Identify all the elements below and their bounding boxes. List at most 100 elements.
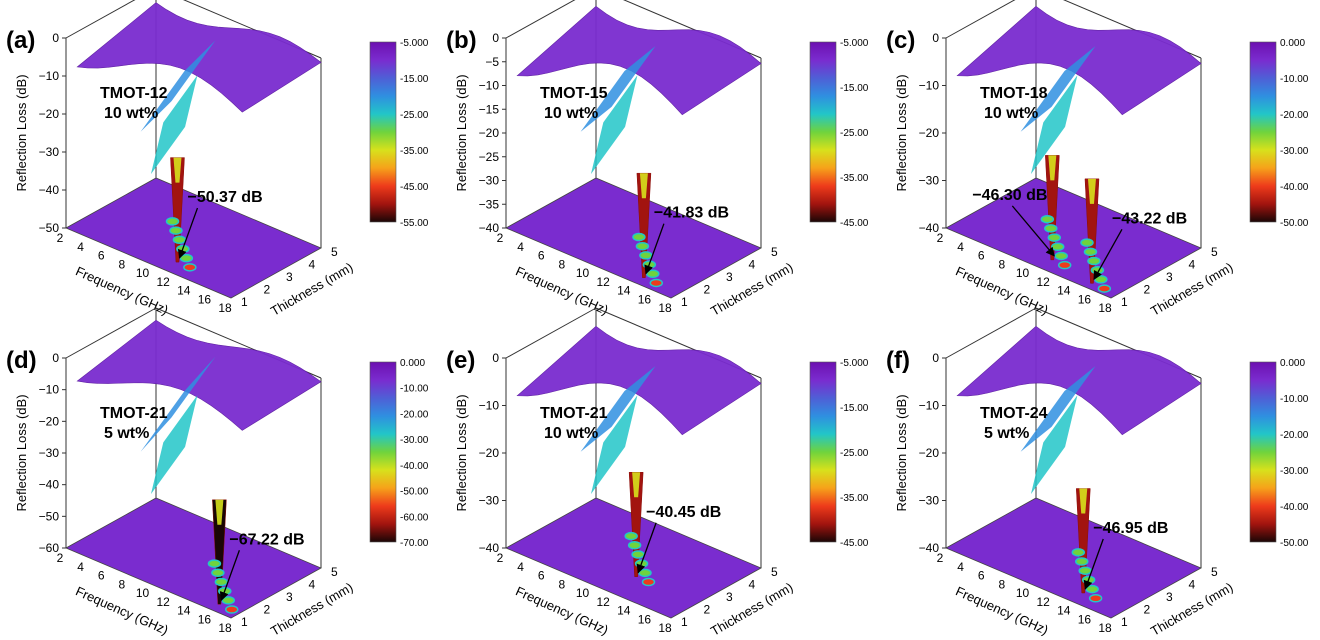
- thickness-tick-label: 4: [1189, 578, 1196, 592]
- thickness-tick-label: 3: [1166, 590, 1173, 604]
- floor-hotspot: [631, 550, 645, 559]
- y-axis-title: Reflection Loss (dB): [894, 394, 909, 511]
- colorbar-tick-label: -35.00: [400, 146, 429, 157]
- floor-hotspot: [638, 568, 652, 578]
- frequency-tick-label: 2: [497, 231, 504, 245]
- floor-hotspot: [1044, 224, 1058, 233]
- y-tick-label: −25: [479, 150, 500, 164]
- y-tick-label: −20: [479, 126, 500, 140]
- y-tick-label: −20: [39, 414, 60, 428]
- floor-hotspot: [221, 596, 236, 605]
- y-tick-label: −10: [39, 69, 60, 83]
- surface-dip: [1030, 395, 1078, 495]
- floor-hotspot: [635, 241, 650, 251]
- colorbar-tick-label: -50.00: [1280, 218, 1309, 229]
- y-tick-label: −5: [485, 55, 499, 69]
- colorbar-tick-label: 0.000: [1280, 38, 1305, 49]
- frequency-tick-label: 12: [1036, 595, 1050, 609]
- sample-loading: 10 wt%: [544, 105, 598, 122]
- y-tick-label: −35: [479, 197, 500, 211]
- colorbar-tick-label: -5.000: [840, 38, 869, 49]
- floor-hotspot: [646, 269, 660, 278]
- y-tick-label: 0: [932, 351, 939, 365]
- frequency-tick-label: 18: [218, 621, 232, 635]
- frequency-tick-label: 16: [1078, 612, 1092, 626]
- y-tick-label: −10: [479, 79, 500, 93]
- sample-loading: 10 wt%: [544, 425, 598, 442]
- y-axis-title: Reflection Loss (dB): [894, 74, 909, 191]
- colorbar-tick-label: -45.00: [400, 182, 429, 193]
- sample-loading: 5 wt%: [984, 425, 1029, 442]
- frequency-tick-label: 10: [136, 266, 150, 280]
- floor-hotspot: [214, 577, 229, 587]
- colorbar: [809, 361, 837, 543]
- floor-hotspot: [1083, 247, 1098, 257]
- thickness-tick-label: 1: [681, 615, 688, 629]
- floor-hotspot: [179, 253, 194, 263]
- y-tick-label: −10: [479, 399, 500, 413]
- frequency-tick-label: 6: [978, 249, 985, 263]
- floor-hotspot: [1071, 548, 1086, 557]
- colorbar-tick-label: -15.00: [400, 74, 429, 85]
- y-tick-label: −20: [479, 446, 500, 460]
- thickness-tick-label: 5: [1211, 245, 1218, 259]
- colorbar-tick-label: -10.00: [400, 384, 429, 395]
- frequency-tick-label: 10: [1016, 266, 1030, 280]
- frequency-tick-label: 14: [1057, 604, 1071, 618]
- floor-hotspot: [1080, 238, 1094, 247]
- colorbar-tick-label: -40.00: [1280, 502, 1309, 513]
- surface-plot: 0 −10 −20 −30 −40 −50 −60 Reflection Loss (dB) 2…: [6, 307, 429, 639]
- chart-panel: 0 −10 −20 −30 −40 Reflection Loss (dB) 2 4 6 8 10 1…: [880, 0, 1320, 320]
- rl-minimum-spike: [1079, 488, 1088, 514]
- colorbar-tick-label: -20.00: [1280, 110, 1309, 121]
- frequency-tick-label: 16: [198, 292, 212, 306]
- colorbar-tick-label: -25.00: [840, 128, 869, 139]
- y-tick-label: −15: [479, 102, 500, 116]
- panel-letter: (d): [6, 347, 37, 374]
- thickness-tick-label: 1: [681, 295, 688, 309]
- colorbar: [369, 41, 397, 223]
- floor-hotspot: [183, 263, 197, 272]
- y-tick-label: −10: [919, 399, 940, 413]
- rl-minimum-spike: [1048, 155, 1057, 181]
- sample-loading: 10 wt%: [104, 105, 158, 122]
- y-tick-label: −30: [39, 145, 60, 159]
- y-tick-label: 0: [492, 351, 499, 365]
- minimum-annotation: −50.37 dB: [187, 189, 262, 206]
- surface-dip: [140, 40, 216, 132]
- y-tick-label: 0: [492, 31, 499, 45]
- axis-line: [505, 307, 597, 359]
- frequency-tick-label: 2: [937, 231, 944, 245]
- chart-panel: 0 −10 −20 −30 −40 −50 Reflection Loss (dB) 2 4 6 8…: [0, 0, 440, 320]
- y-tick-label: −10: [39, 383, 60, 397]
- colorbar-tick-label: -20.00: [1280, 430, 1309, 441]
- y-tick-label: −30: [39, 446, 60, 460]
- floor-hotspot: [1097, 284, 1112, 293]
- thickness-tick-label: 2: [1144, 603, 1151, 617]
- chart-panel: 0 −10 −20 −30 −40 −50 −60 Reflection Loss (dB) 2…: [0, 307, 440, 640]
- panel-letter: (e): [446, 347, 475, 374]
- colorbar-tick-label: -30.00: [1280, 466, 1309, 477]
- surface-plot: 0 −5 −10 −15 −20 −25 −30 −35 −40 Reflection Loss …: [446, 0, 869, 319]
- y-tick-label: 0: [52, 31, 59, 45]
- panel-letter: (a): [6, 27, 35, 54]
- sample-name: TMOT-18: [980, 85, 1048, 102]
- annotation-arrow: [644, 223, 665, 275]
- rl-minimum-spike: [173, 157, 182, 183]
- rl-surface: [76, 319, 322, 614]
- rl-minimum-spike: [215, 499, 224, 525]
- thickness-tick-label: 5: [331, 565, 338, 579]
- floor-hotspot: [1075, 557, 1089, 566]
- thickness-tick-label: 5: [331, 245, 338, 259]
- y-tick-label: −20: [39, 107, 60, 121]
- frequency-tick-label: 6: [978, 569, 985, 583]
- colorbar-tick-label: -60.00: [400, 512, 429, 523]
- minimum-annotation: −67.22 dB: [229, 531, 304, 548]
- thickness-tick-label: 5: [1211, 565, 1218, 579]
- colorbar-tick-label: -40.00: [400, 461, 429, 472]
- thickness-tick-label: 4: [749, 258, 756, 272]
- surface-dip: [590, 395, 638, 495]
- frequency-tick-label: 18: [1098, 621, 1112, 635]
- frequency-tick-label: 6: [538, 569, 545, 583]
- colorbar-tick-label: -30.00: [1280, 146, 1309, 157]
